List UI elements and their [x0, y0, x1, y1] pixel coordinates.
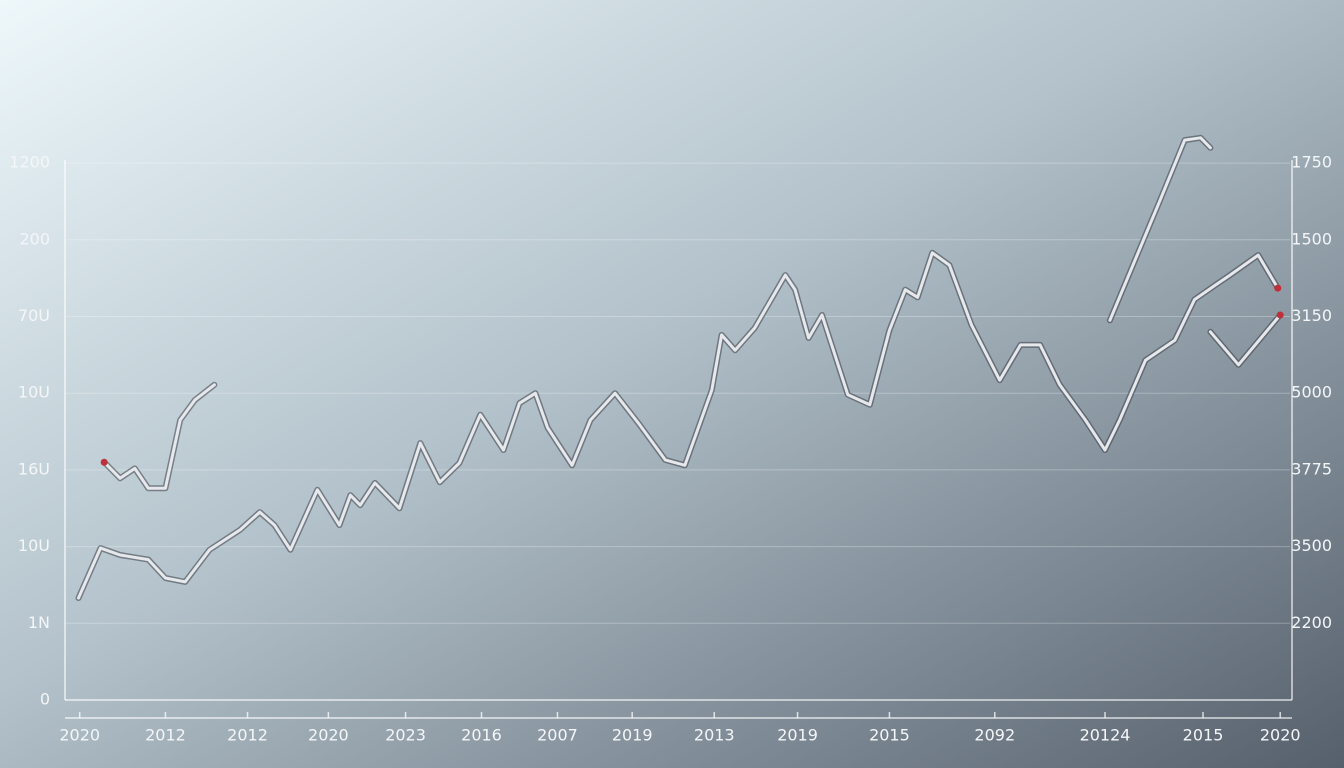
line [77, 251, 1280, 600]
endpoint [1274, 284, 1282, 292]
y-tick-label: 16U [18, 459, 50, 478]
y-tick-label: 1200 [9, 153, 50, 172]
endpoint [1276, 311, 1284, 319]
y2-tick-label: 3775 [1291, 459, 1332, 478]
x-tick-label: 2023 [385, 726, 426, 745]
x-tick-label: 20124 [1080, 726, 1131, 745]
line [102, 383, 216, 490]
endpoint [100, 458, 108, 466]
y2-tick-label: 3150 [1291, 306, 1332, 325]
x-tick-label: 2092 [974, 726, 1015, 745]
x-tick-label: 2015 [1183, 726, 1224, 745]
x-tick-label: 2020 [308, 726, 349, 745]
x-tick-label: 2020 [1260, 726, 1301, 745]
y-tick-label: 10U [18, 536, 50, 555]
x-tick-label: 2016 [461, 726, 502, 745]
x-tick-label: 2020 [59, 726, 100, 745]
x-tick-label: 2007 [537, 726, 578, 745]
y-tick-label: 200 [19, 229, 50, 248]
line [1208, 313, 1282, 367]
line [1108, 136, 1212, 322]
y-tick-label: 10U [18, 383, 50, 402]
y-tick-label: 0 [40, 690, 50, 709]
x-tick-label: 2013 [694, 726, 735, 745]
x-tick-label: 2019 [612, 726, 653, 745]
y-tick-label: 70U [18, 306, 50, 325]
y2-tick-label: 3500 [1291, 536, 1332, 555]
x-tick-label: 2015 [869, 726, 910, 745]
x-tick-label: 2012 [227, 726, 268, 745]
x-tick-label: 2019 [777, 726, 818, 745]
y2-tick-label: 5000 [1291, 383, 1332, 402]
y2-tick-label: 2200 [1291, 613, 1332, 632]
y2-tick-label: 1500 [1291, 229, 1332, 248]
y2-tick-label: 1750 [1291, 153, 1332, 172]
x-tick-label: 2012 [145, 726, 186, 745]
y-tick-label: 1N [28, 613, 50, 632]
